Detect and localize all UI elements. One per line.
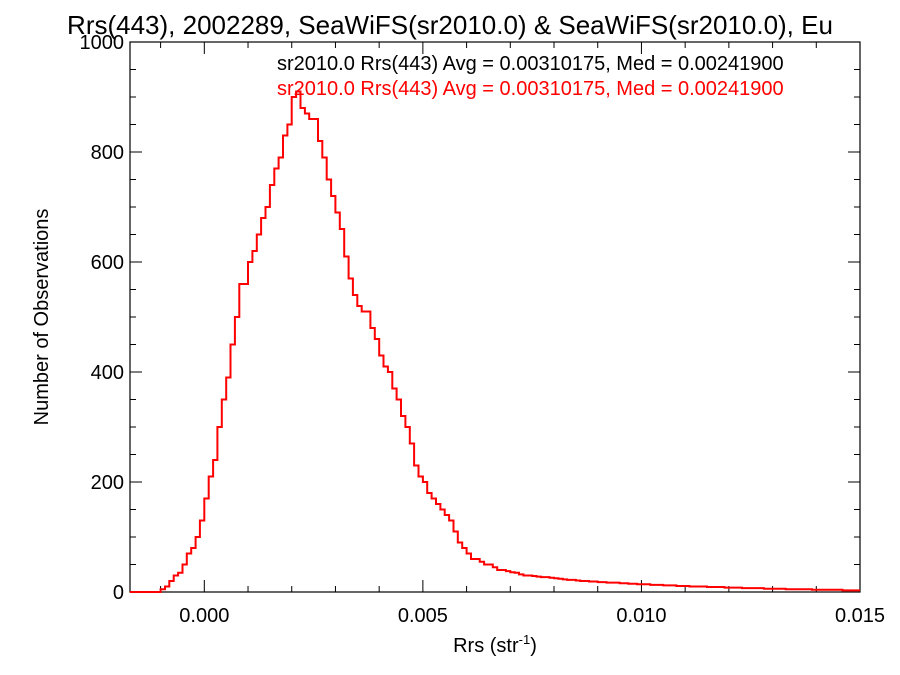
x-tick-label: 0.000 bbox=[179, 605, 229, 627]
axis-tick-labels: 0 200 400 600 800 1000 0.000 0.005 0.010 0.015 bbox=[80, 32, 886, 627]
y-tick-label: 200 bbox=[91, 472, 124, 494]
stats-annotation-black: sr2010.0 Rrs(443) Avg = 0.00310175, Med … bbox=[277, 53, 784, 75]
chart-title: Rrs(443), 2002289, SeaWiFS(sr2010.0) & S… bbox=[67, 10, 833, 40]
x-axis-label-end: ) bbox=[530, 635, 537, 657]
y-tick-label: 800 bbox=[91, 142, 124, 164]
y-tick-label: 1000 bbox=[80, 32, 125, 54]
stats-annotation-red: sr2010.0 Rrs(443) Avg = 0.00310175, Med … bbox=[277, 78, 784, 100]
x-axis-label-text: Rrs (str bbox=[453, 635, 519, 657]
y-axis-label: Number of Observations bbox=[31, 209, 53, 426]
x-tick-label: 0.010 bbox=[616, 605, 666, 627]
axis-ticks bbox=[130, 41, 861, 593]
x-axis-label: Rrs (str-1) bbox=[453, 632, 537, 657]
histogram-series-line bbox=[130, 90, 860, 593]
x-axis-label-superscript: -1 bbox=[519, 632, 531, 647]
x-tick-label: 0.005 bbox=[398, 605, 448, 627]
x-tick-label: 0.015 bbox=[835, 605, 885, 627]
y-tick-label: 0 bbox=[113, 582, 124, 604]
y-tick-label: 400 bbox=[91, 362, 124, 384]
y-tick-label: 600 bbox=[91, 252, 124, 274]
